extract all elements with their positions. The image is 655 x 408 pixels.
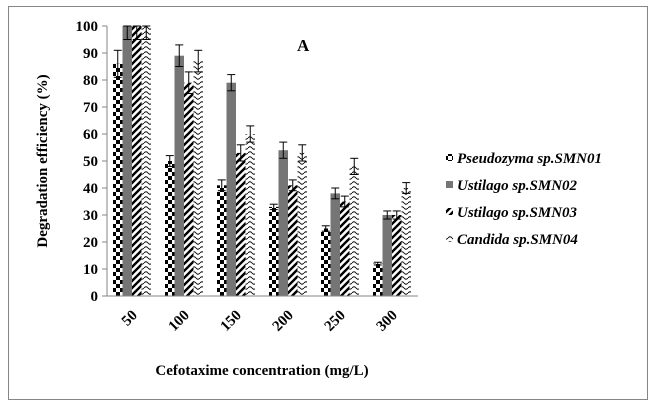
bar bbox=[340, 201, 350, 296]
legend-swatch bbox=[446, 208, 453, 215]
bar bbox=[193, 61, 203, 296]
y-tick-label: 70 bbox=[83, 100, 98, 116]
legend-label: Pseudozyma sp.SMN01 bbox=[457, 151, 602, 167]
x-tick-label: 100 bbox=[166, 308, 193, 335]
bar bbox=[382, 215, 392, 296]
legend: Pseudozyma sp.SMN01 Ustilago sp.SMN02 Usti… bbox=[446, 151, 602, 248]
y-tick-label: 10 bbox=[83, 262, 98, 278]
x-tick-label: 250 bbox=[322, 308, 349, 335]
bar bbox=[297, 152, 307, 296]
bar bbox=[278, 150, 288, 296]
bar bbox=[113, 63, 123, 296]
legend-label: Ustilago sp.SMN03 bbox=[457, 205, 578, 221]
x-tick-label: 150 bbox=[218, 308, 245, 335]
y-tick-label: 90 bbox=[83, 46, 98, 62]
bar bbox=[122, 26, 132, 296]
bar bbox=[236, 152, 246, 296]
bars-group bbox=[113, 26, 411, 297]
bar bbox=[184, 82, 194, 296]
y-axis: 0 10 20 30 40 50 60 70 80 90 100 bbox=[76, 19, 108, 305]
error-bars-group bbox=[113, 25, 411, 266]
y-axis-title: Degradation efficiency (%) bbox=[35, 74, 51, 247]
legend-item: Candida sp.SMN04 bbox=[446, 232, 578, 248]
bar bbox=[165, 161, 175, 296]
y-tick-label: 100 bbox=[76, 19, 99, 35]
chart-frame bbox=[8, 6, 648, 400]
legend-label: Candida sp.SMN04 bbox=[457, 232, 578, 248]
legend-item: Ustilago sp.SMN02 bbox=[446, 178, 578, 194]
panel-label: A bbox=[297, 36, 310, 55]
bar bbox=[132, 26, 142, 296]
bar bbox=[401, 188, 411, 296]
x-axis: 50 100 150 200 250 300 bbox=[107, 295, 418, 335]
y-tick-label: 80 bbox=[83, 73, 98, 89]
legend-label: Ustilago sp.SMN02 bbox=[457, 178, 578, 194]
bar bbox=[373, 263, 383, 296]
bar bbox=[217, 185, 227, 296]
bar bbox=[349, 166, 359, 296]
y-tick-label: 0 bbox=[91, 289, 99, 305]
legend-swatch bbox=[446, 235, 453, 242]
bar bbox=[321, 228, 331, 296]
y-tick-label: 20 bbox=[83, 235, 98, 251]
bar bbox=[330, 193, 340, 296]
y-tick-label: 60 bbox=[83, 127, 98, 143]
x-tick-label: 200 bbox=[270, 308, 297, 335]
x-tick-label: 50 bbox=[119, 308, 141, 330]
bar bbox=[226, 82, 236, 296]
bar bbox=[288, 185, 298, 296]
x-tick-label: 300 bbox=[374, 308, 401, 335]
legend-swatch bbox=[446, 181, 453, 188]
bar bbox=[174, 55, 184, 297]
bar bbox=[269, 206, 279, 296]
legend-swatch bbox=[446, 154, 453, 161]
bar bbox=[245, 134, 255, 296]
x-axis-title: Cefotaxime concentration (mg/L) bbox=[155, 363, 368, 379]
bar bbox=[141, 26, 151, 296]
bar bbox=[392, 215, 402, 296]
legend-item: Pseudozyma sp.SMN01 bbox=[446, 151, 602, 167]
legend-item: Ustilago sp.SMN03 bbox=[446, 205, 578, 221]
y-tick-label: 40 bbox=[83, 181, 98, 197]
y-tick-label: 50 bbox=[83, 154, 98, 170]
y-tick-label: 30 bbox=[83, 208, 98, 224]
